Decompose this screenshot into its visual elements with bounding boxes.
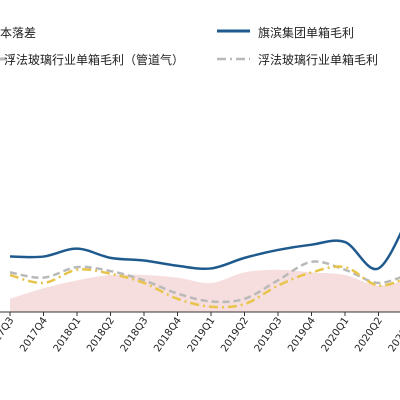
- x-tick-label: 2018Q4: [152, 315, 184, 354]
- x-tick-label: 2017Q4: [18, 315, 50, 354]
- x-tick-label: 2019Q1: [186, 315, 218, 354]
- x-axis-ticks: 2017Q3 2017Q4 2018Q1 2018Q2 2018Q3 2018Q4 2019…: [0, 312, 400, 354]
- x-tick-label: 2020Q3: [387, 315, 400, 354]
- series-line-industry: [9, 265, 400, 309]
- x-tick-label: 2018Q1: [52, 315, 84, 354]
- legend-label-gas: 浮法玻璃行业单箱毛利（管道气）: [4, 52, 184, 67]
- x-tick-label: 2018Q2: [85, 315, 117, 354]
- x-tick-label: 2020Q1: [320, 315, 352, 354]
- series-area-gap: [10, 269, 400, 312]
- x-tick-label: 2018Q3: [119, 315, 151, 354]
- x-tick-label: 2019Q3: [253, 315, 285, 354]
- x-tick-label: 2019Q2: [219, 315, 251, 354]
- legend-label-area: 本落差: [0, 26, 36, 40]
- plot-area: [9, 231, 400, 312]
- x-tick-label: 2017Q3: [0, 315, 16, 354]
- series-line-gas: [9, 260, 400, 304]
- legend-label-industry: 浮法玻璃行业单箱毛利: [258, 52, 378, 67]
- series-line-qibin: [9, 231, 400, 271]
- legend-label-qibin: 旗滨集团单箱毛利: [258, 25, 354, 40]
- legend: 本落差 旗滨集团单箱毛利 浮法玻璃行业单箱毛利（管道气） 浮法玻璃行业单箱毛利: [0, 25, 378, 67]
- x-tick-label: 2020Q2: [353, 315, 385, 354]
- x-tick-label: 2019Q4: [286, 315, 318, 354]
